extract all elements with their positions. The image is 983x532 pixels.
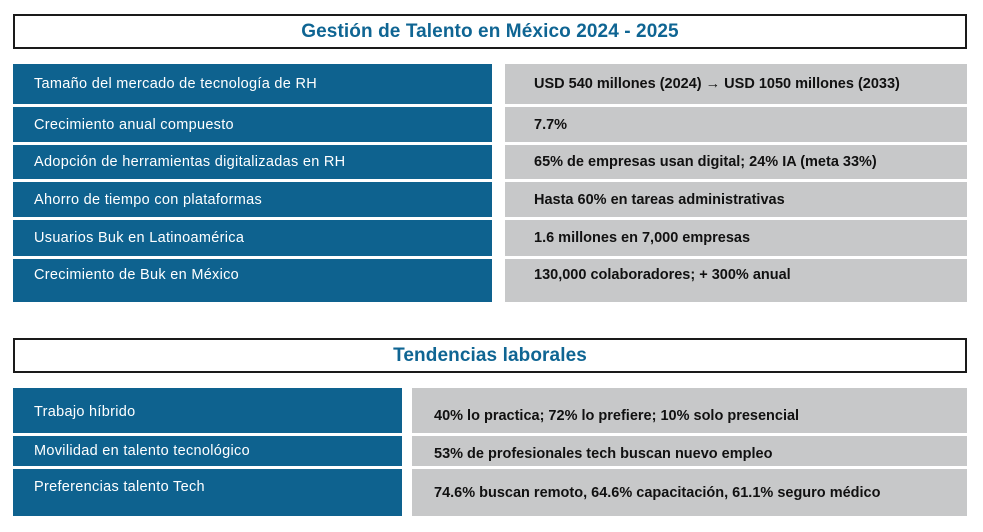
row-value-tamano-mercado: USD 540 millones (2024) → USD 1050 millo… bbox=[505, 64, 967, 104]
row-label-crecimiento-anual: Crecimiento anual compuesto bbox=[13, 107, 492, 142]
section-title-gestion-talento: Gestión de Talento en México 2024 - 2025 bbox=[13, 14, 967, 49]
row-value-crecimiento-anual: 7.7% bbox=[505, 107, 967, 142]
row-value-preferencias-talento: 74.6% buscan remoto, 64.6% capacitación,… bbox=[412, 469, 967, 516]
row-value-movilidad-talento: 53% de profesionales tech buscan nuevo e… bbox=[412, 436, 967, 466]
row-label-usuarios-buk: Usuarios Buk en Latinoamérica bbox=[13, 220, 492, 256]
row-label-crecimiento-buk: Crecimiento de Buk en México bbox=[13, 259, 492, 302]
row-label-tamano-mercado: Tamaño del mercado de tecnología de RH bbox=[13, 64, 492, 104]
row-value-usuarios-buk: 1.6 millones en 7,000 empresas bbox=[505, 220, 967, 256]
row-value-crecimiento-buk: 130,000 colaboradores; + 300% anual bbox=[505, 259, 967, 302]
row-label-movilidad-talento: Movilidad en talento tecnológico bbox=[13, 436, 402, 466]
section-title-tendencias-laborales: Tendencias laborales bbox=[13, 338, 967, 373]
row-label-adopcion-herramientas: Adopción de herramientas digitalizadas e… bbox=[13, 145, 492, 179]
row-value-ahorro-tiempo: Hasta 60% en tareas administrativas bbox=[505, 182, 967, 217]
row-label-preferencias-talento: Preferencias talento Tech bbox=[13, 469, 402, 516]
row-label-trabajo-hibrido: Trabajo híbrido bbox=[13, 388, 402, 433]
row-label-ahorro-tiempo: Ahorro de tiempo con plataformas bbox=[13, 182, 492, 217]
row-value-trabajo-hibrido: 40% lo practica; 72% lo prefiere; 10% so… bbox=[412, 388, 967, 433]
row-value-adopcion-herramientas: 65% de empresas usan digital; 24% IA (me… bbox=[505, 145, 967, 179]
